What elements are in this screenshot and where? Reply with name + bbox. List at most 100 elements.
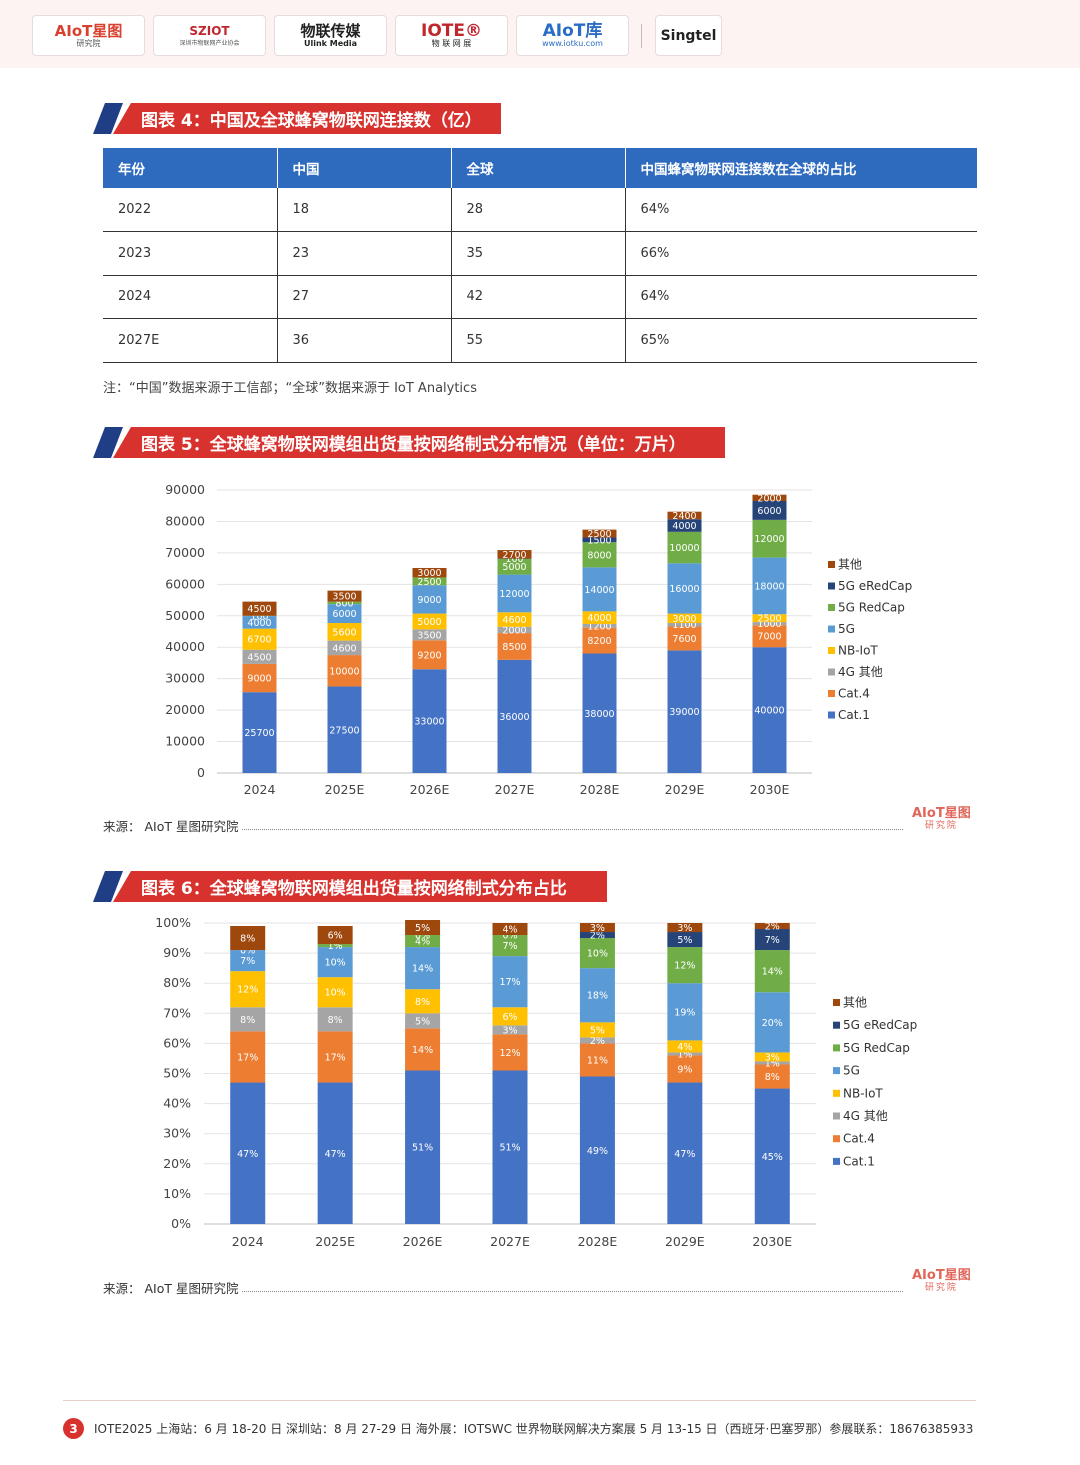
data-label: 10000	[669, 543, 699, 554]
column-header: 年份	[103, 148, 278, 188]
bar-segment	[317, 1031, 353, 1083]
table-row: 2022 18 28 64%	[103, 188, 977, 232]
figure5-title: 图表 5：全球蜂窝物联网模组出货量按网络制式分布情况（单位：万片）	[113, 427, 725, 458]
bar-segment	[230, 950, 266, 972]
table-cell: 2023	[103, 231, 278, 276]
shipment-share-chart: 0% 10% 20% 30% 40% 50% 60% 70% 80% 90% 100% 47% 17% 8…	[155, 915, 917, 1249]
data-label: 47%	[674, 1149, 695, 1160]
legend-swatch	[828, 668, 835, 676]
y-tick-label: 10%	[163, 1186, 191, 1201]
figure4-title: 图表 4：中国及全球蜂窝物联网连接数（亿）	[113, 103, 501, 134]
connections-table: 年份 中国 全球 中国蜂窝物联网连接数在全球的占比 2022 18 28 64%…	[103, 148, 977, 363]
data-label: 6700	[247, 635, 271, 646]
data-label: 39000	[669, 707, 699, 718]
data-label: 14%	[412, 1045, 433, 1056]
data-label: 12%	[499, 1048, 520, 1059]
data-label: 47%	[325, 1149, 346, 1160]
data-label: 25700	[244, 728, 274, 739]
y-tick-label: 90%	[163, 945, 191, 960]
legend-label: 5G RedCap	[843, 1041, 910, 1055]
bar-segment	[492, 1025, 528, 1035]
data-label: 2500	[757, 614, 781, 625]
bar-segment	[230, 971, 266, 1008]
data-label: 7%	[240, 956, 255, 967]
table-cell: 65%	[625, 318, 977, 363]
data-label: 8000	[587, 550, 611, 561]
data-label: 12%	[237, 985, 258, 996]
data-label: 4%	[677, 1042, 692, 1053]
x-tick-label: 2028E	[580, 782, 620, 797]
column-header: 全球	[451, 148, 626, 188]
bar-segment	[497, 626, 532, 634]
data-label: 2700	[502, 550, 526, 561]
data-label: 12000	[499, 589, 529, 600]
data-label: 2%	[590, 931, 605, 942]
bar-segment	[412, 629, 447, 641]
bar-segment	[230, 1007, 266, 1032]
legend-swatch	[833, 1135, 840, 1143]
data-label: 3500	[417, 630, 441, 641]
x-tick-label: 2027E	[490, 1234, 530, 1249]
data-label: 5%	[590, 1025, 605, 1036]
bar-segment	[667, 983, 703, 1041]
data-label: 2500	[417, 577, 441, 588]
y-tick-label: 20000	[165, 702, 205, 717]
table-cell: 42	[451, 275, 626, 319]
data-label: 1200	[587, 621, 611, 632]
bar-segment	[242, 649, 277, 664]
data-label: 19%	[674, 1007, 695, 1018]
sziot-logo: SZIOT 深圳市物联网产业协会	[153, 15, 266, 56]
data-label: 5000	[417, 617, 441, 628]
figure6-source: 来源： AIoT 星图研究院	[103, 1281, 239, 1296]
bar-segment	[582, 611, 617, 624]
bar-segment	[582, 537, 617, 543]
table-cell: 35	[451, 231, 626, 276]
y-tick-label: 30000	[165, 671, 205, 686]
x-tick-label: 2027E	[495, 782, 535, 797]
data-label: 3%	[590, 923, 605, 934]
data-label: 10%	[325, 958, 346, 969]
data-label: 4500	[247, 652, 271, 663]
bar-segment	[754, 1052, 790, 1062]
x-tick-label: 2025E	[315, 1234, 355, 1249]
bar-segment	[317, 1007, 353, 1032]
bar-segment	[582, 627, 617, 654]
table-cell: 55	[451, 318, 626, 363]
data-label: 10%	[325, 988, 346, 999]
data-label: 8%	[240, 1015, 255, 1026]
x-tick-label: 2028E	[578, 1234, 618, 1249]
y-tick-label: 60000	[165, 576, 205, 591]
table-row: 2023 23 35 66%	[103, 231, 977, 276]
data-label: 18000	[754, 581, 784, 592]
data-label: 4%	[502, 925, 517, 936]
bar-segment	[752, 625, 787, 648]
legend-label: 5G	[838, 622, 855, 636]
bar-segment	[752, 647, 787, 773]
data-label: 1500	[587, 535, 611, 546]
figure5-source: 来源： AIoT 星图研究院	[103, 819, 239, 834]
data-label: 27500	[329, 725, 359, 736]
bar-segment	[492, 1007, 528, 1026]
data-label: 2%	[590, 1036, 605, 1047]
bar-segment	[497, 612, 532, 627]
legend-swatch	[833, 1157, 840, 1165]
bar-segment	[497, 550, 532, 559]
legend-label: 4G 其他	[843, 1109, 888, 1123]
bar-segment	[412, 640, 447, 670]
legend-swatch	[828, 625, 835, 633]
legend-label: 其他	[838, 558, 862, 572]
column-header: 中国	[277, 148, 452, 188]
data-label: 4000	[672, 521, 696, 532]
y-tick-label: 70%	[163, 1005, 191, 1020]
data-label: 5%	[415, 923, 430, 934]
bar-segment	[327, 590, 362, 602]
bar-segment	[230, 1082, 266, 1224]
data-label: 4000	[587, 613, 611, 624]
y-tick-label: 80%	[163, 975, 191, 990]
data-label: 8200	[587, 636, 611, 647]
bar-segment	[492, 1070, 528, 1224]
bar-segment	[582, 567, 617, 612]
x-tick-label: 2029E	[665, 1234, 705, 1249]
bar-segment	[667, 563, 702, 614]
bar-segment	[754, 992, 790, 1053]
